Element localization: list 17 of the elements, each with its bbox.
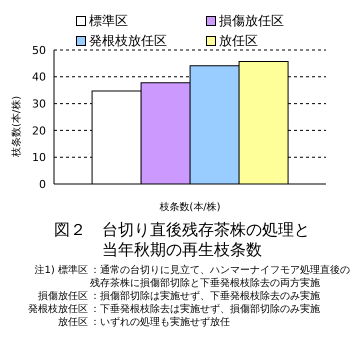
legend-label: 標準区 [89, 13, 128, 30]
y-tick-label: 30 [32, 98, 46, 111]
y-axis-title: 枝条数(本/株) [10, 96, 23, 158]
text: 放任区：いずれの処理も実施せず放任 [57, 316, 231, 329]
y-tick-label: 50 [32, 44, 46, 57]
text: 発根枝放任区：下垂発根枝除去は実施せず、損傷部切除のみ実施 [27, 303, 321, 316]
y-tick-label: 10 [32, 151, 46, 164]
legend-label: 放任区 [219, 33, 258, 50]
text: 損傷放任区：損傷部切除は実施せず、下垂発根枝除去のみ実施 [37, 290, 321, 303]
legend-label: 発根枝放任区 [89, 33, 167, 50]
y-tick-label: 0 [39, 178, 46, 191]
legend-label: 損傷放任区 [219, 13, 284, 30]
text: 図２ 台切り直後残存茶株の処理と当年秋期の再生枝条数 [53, 220, 311, 260]
x-axis-title: 枝条数(本/株) [158, 201, 221, 213]
text: 注1) 標準区：通常の台切りに見立て、ハンマーナイフモア処理直後の残存茶株に損傷部切除と下垂発根枝除去の両方実施 [34, 264, 351, 290]
y-tick-label: 40 [32, 70, 46, 84]
y-tick-label: 20 [32, 124, 46, 138]
